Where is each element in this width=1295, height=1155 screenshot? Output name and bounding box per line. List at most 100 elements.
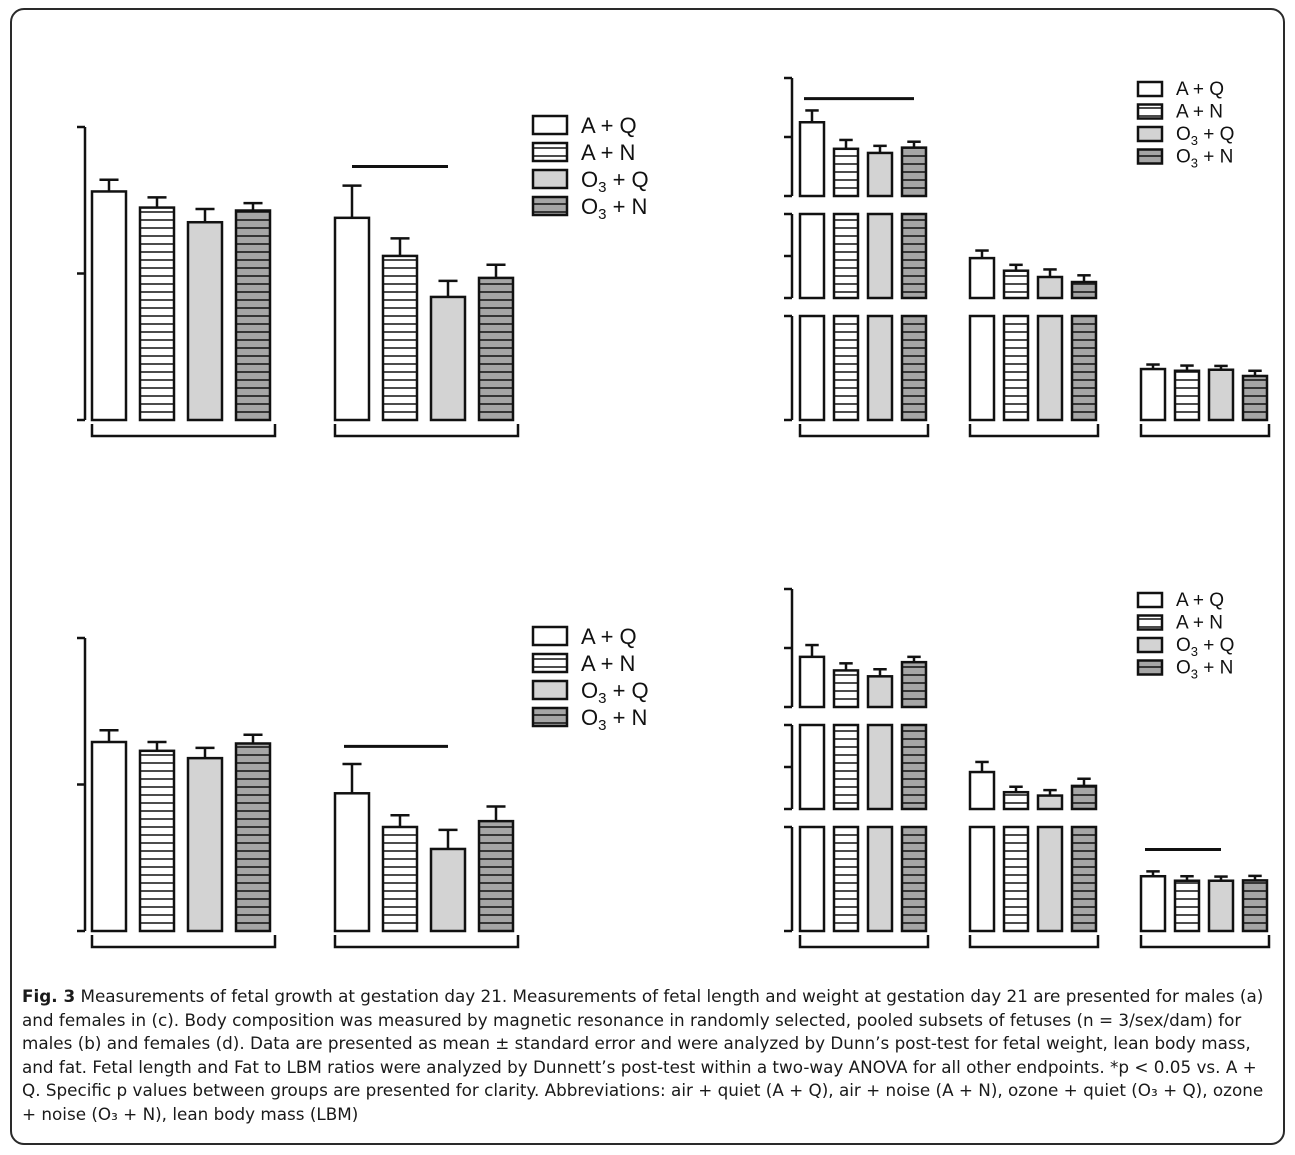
legend-label-tail: + N bbox=[1198, 147, 1233, 168]
group-bracket bbox=[968, 424, 1100, 438]
legend-label-tail: + N bbox=[606, 705, 647, 730]
group-bracket bbox=[968, 935, 1100, 949]
legend-label-base: A + Q bbox=[581, 624, 637, 649]
legend-swatch bbox=[531, 141, 569, 163]
bar bbox=[138, 206, 176, 422]
legend-swatch bbox=[531, 652, 569, 674]
group-bracket bbox=[333, 935, 520, 949]
bar bbox=[968, 256, 996, 300]
legend-label-tail: + Q bbox=[1198, 124, 1234, 145]
bar bbox=[798, 655, 826, 709]
bar bbox=[1070, 280, 1098, 300]
legend-label: A + Q bbox=[581, 113, 637, 138]
legend-swatch bbox=[1136, 636, 1164, 654]
legend-label-subscript: 3 bbox=[1191, 644, 1198, 659]
panel-b: A + QA + NO3 + QO3 + N bbox=[784, 76, 1271, 438]
bar bbox=[900, 212, 928, 300]
bar bbox=[138, 749, 176, 933]
bar bbox=[1070, 825, 1098, 933]
bar bbox=[234, 209, 272, 422]
legend-label: O3 + Q bbox=[581, 678, 649, 707]
bar bbox=[832, 314, 860, 422]
legend-label-base: A + N bbox=[581, 651, 635, 676]
bar bbox=[900, 146, 928, 198]
bar bbox=[1036, 275, 1064, 300]
legend-label-tail: + Q bbox=[606, 678, 648, 703]
legend-label-base: A + Q bbox=[581, 113, 637, 138]
legend-label-base: A + N bbox=[1176, 613, 1223, 634]
legend-label: A + Q bbox=[1176, 590, 1224, 611]
legend-label-base: A + Q bbox=[1176, 590, 1224, 611]
legend-swatch bbox=[531, 625, 569, 647]
legend-label-subscript: 3 bbox=[1191, 667, 1198, 682]
figure-caption: Fig. 3 Measurements of fetal growth at g… bbox=[22, 985, 1270, 1126]
panel-c: A + QA + NO3 + QO3 + N bbox=[77, 624, 649, 949]
legend-label-subscript: 3 bbox=[1191, 133, 1198, 148]
bar bbox=[1036, 825, 1064, 933]
bar bbox=[866, 151, 894, 198]
bar bbox=[798, 723, 826, 811]
bar bbox=[1207, 879, 1235, 933]
legend-swatch bbox=[1136, 148, 1164, 165]
legend-swatch bbox=[1136, 80, 1164, 98]
panel-d: A + QA + NO3 + QO3 + N bbox=[784, 587, 1271, 949]
group-bracket bbox=[798, 935, 930, 949]
bar bbox=[1173, 369, 1201, 422]
bar bbox=[866, 212, 894, 300]
legend-label-tail: + N bbox=[606, 194, 647, 219]
figure-frame bbox=[10, 8, 1285, 1145]
legend-label: O3 + N bbox=[581, 705, 647, 734]
bar bbox=[1002, 790, 1030, 811]
legend-swatch bbox=[1136, 591, 1164, 609]
legend-label-base: O bbox=[581, 705, 598, 730]
bar bbox=[968, 314, 996, 422]
bar bbox=[866, 675, 894, 709]
legend-label: O3 + Q bbox=[1176, 124, 1234, 148]
bar bbox=[333, 792, 371, 933]
legend-swatch bbox=[531, 114, 569, 136]
caption-label: Fig. 3 bbox=[22, 986, 76, 1006]
bar bbox=[832, 147, 860, 198]
legend-label-base: A + N bbox=[581, 140, 635, 165]
caption-text: Measurements of fetal growth at gestatio… bbox=[22, 986, 1264, 1124]
legend-label: O3 + N bbox=[1176, 658, 1233, 682]
figure-charts: A + QA + NO3 + QO3 + NA + QA + NO3 + QO3… bbox=[77, 76, 1271, 949]
group-bracket bbox=[90, 424, 277, 438]
bar bbox=[832, 669, 860, 709]
bar bbox=[477, 276, 515, 422]
legend-label: O3 + Q bbox=[1176, 635, 1234, 659]
bar bbox=[1207, 368, 1235, 422]
legend-label: A + N bbox=[1176, 613, 1223, 634]
bar bbox=[1002, 269, 1030, 300]
legend-label-base: A + Q bbox=[1176, 79, 1224, 100]
bar bbox=[1139, 874, 1167, 933]
bar bbox=[429, 295, 467, 422]
bar bbox=[186, 220, 224, 422]
legend-swatch bbox=[531, 168, 569, 190]
legend-label-base: O bbox=[1176, 658, 1191, 679]
bar bbox=[1173, 879, 1201, 933]
bar bbox=[1070, 784, 1098, 811]
bar bbox=[1070, 314, 1098, 422]
bar bbox=[866, 723, 894, 811]
legend-swatch bbox=[531, 706, 569, 728]
bar bbox=[1241, 879, 1269, 933]
legend-label-subscript: 3 bbox=[1191, 156, 1198, 171]
legend-swatch bbox=[1136, 614, 1164, 631]
bar bbox=[968, 825, 996, 933]
legend-label: O3 + N bbox=[581, 194, 647, 223]
bar bbox=[1002, 314, 1030, 422]
legend-label: A + Q bbox=[581, 624, 637, 649]
bar bbox=[798, 825, 826, 933]
legend-label: A + N bbox=[581, 651, 635, 676]
legend-swatch bbox=[531, 679, 569, 701]
bar bbox=[866, 314, 894, 422]
bar bbox=[477, 819, 515, 933]
bar bbox=[234, 742, 272, 933]
legend-label-tail: + Q bbox=[1198, 635, 1234, 656]
legend-label-base: O bbox=[581, 167, 598, 192]
bar bbox=[429, 847, 467, 933]
bar bbox=[900, 314, 928, 422]
legend-label-base: A + N bbox=[1176, 102, 1223, 123]
group-bracket bbox=[333, 424, 520, 438]
